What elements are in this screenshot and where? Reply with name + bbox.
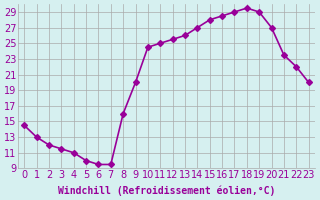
X-axis label: Windchill (Refroidissement éolien,°C): Windchill (Refroidissement éolien,°C) — [58, 185, 275, 196]
